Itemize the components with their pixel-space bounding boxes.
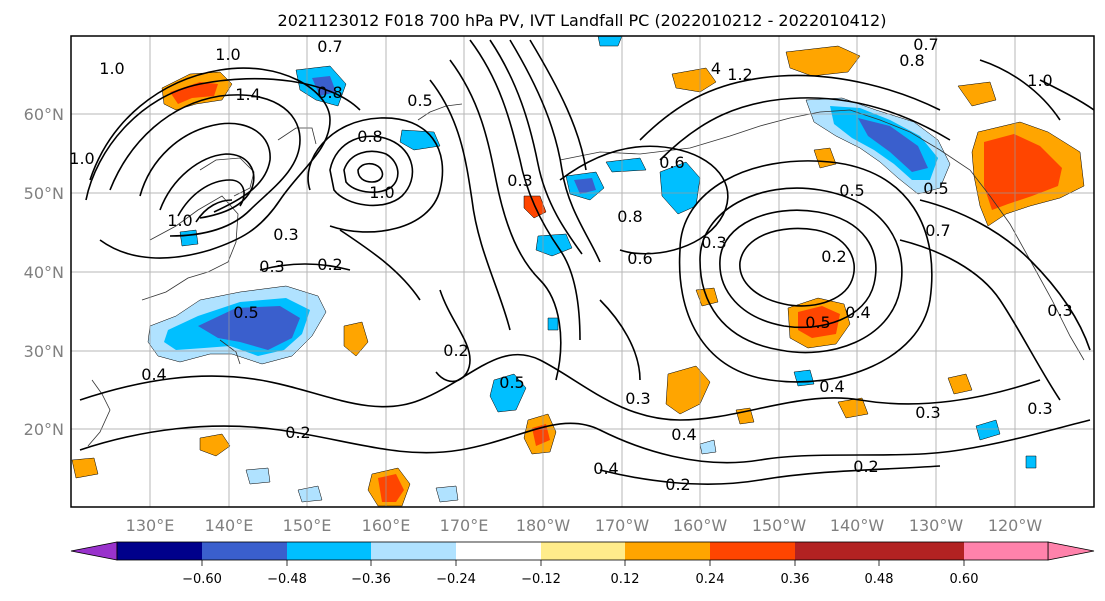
contour-label: 0.5 xyxy=(407,91,432,110)
lon-label: 160°E xyxy=(362,516,411,535)
colorbar-tick: −0.24 xyxy=(436,572,476,587)
colorbar-segment xyxy=(456,542,541,560)
contour-label: 0.3 xyxy=(259,257,284,276)
contour-label: 0.5 xyxy=(839,181,864,200)
contour-label: 0.7 xyxy=(925,221,950,240)
contour-label: 0.4 xyxy=(141,365,166,384)
contour-label: 0.7 xyxy=(913,35,938,54)
lon-label: 140°W xyxy=(830,516,885,535)
colorbar-arrow-right xyxy=(1047,541,1095,561)
colorbar-segment xyxy=(964,542,1048,560)
contour-label: 0.8 xyxy=(617,207,642,226)
contour-label: 0.8 xyxy=(899,51,924,70)
lat-label: 40°N xyxy=(24,263,64,282)
colorbar-segment xyxy=(710,542,795,560)
lat-labels: 60°N 50°N 40°N 30°N 20°N xyxy=(24,105,64,439)
colorbar-tick: 0.48 xyxy=(865,572,894,587)
contour-label: 0.3 xyxy=(273,225,298,244)
lon-label: 170°W xyxy=(595,516,650,535)
contour-label: 0.8 xyxy=(357,127,382,146)
lon-label: 130°W xyxy=(909,516,964,535)
contour-label: 1.0 xyxy=(99,59,124,78)
contour-label: 0.2 xyxy=(821,247,846,266)
contour-labels: 1.0 0.7 1.0 0.8 0.5 1.4 1.0 0.8 1.0 0.3 … xyxy=(69,35,1073,494)
lon-label: 120°W xyxy=(988,516,1043,535)
contour-label: 0.3 xyxy=(507,171,532,190)
lat-label: 50°N xyxy=(24,184,64,203)
lat-label: 20°N xyxy=(24,420,64,439)
contour-label: 0.2 xyxy=(285,423,310,442)
contour-label: 0.4 xyxy=(845,303,870,322)
contour-label: 0.6 xyxy=(627,249,652,268)
contour-label: 1.0 xyxy=(167,211,192,230)
contour-label: 0.3 xyxy=(701,233,726,252)
lon-labels: 130°E 140°E 150°E 160°E 170°E 180°W 170°… xyxy=(126,516,1043,535)
colorbar-tick: 0.24 xyxy=(696,572,725,587)
figure-title: 2021123012 F018 700 hPa PV, IVT Landfall… xyxy=(278,11,887,30)
contour-label: 0.2 xyxy=(317,255,342,274)
contour-label: 0.4 xyxy=(819,377,844,396)
colorbar-tick: −0.12 xyxy=(521,572,561,587)
contour-label: 1.2 xyxy=(727,65,752,84)
contour-label: 0.3 xyxy=(1027,399,1052,418)
contour-label: 0.6 xyxy=(659,153,684,172)
contour-label: 0.2 xyxy=(443,341,468,360)
colorbar-segment xyxy=(117,542,202,560)
lat-label: 30°N xyxy=(24,342,64,361)
colorbar-segment xyxy=(879,542,964,560)
contour-label: 0.5 xyxy=(923,179,948,198)
lon-label: 150°E xyxy=(283,516,332,535)
contour-label: 1.4 xyxy=(235,85,260,104)
lon-label: 140°E xyxy=(205,516,254,535)
contour-label: 0.5 xyxy=(233,303,258,322)
contour-label: 1.0 xyxy=(69,149,94,168)
lat-label: 60°N xyxy=(24,105,64,124)
colorbar-tick: −0.36 xyxy=(351,572,391,587)
colorbar-tick: −0.60 xyxy=(182,572,222,587)
contour-label: 0.4 xyxy=(671,425,696,444)
contour-label: 0.3 xyxy=(915,403,940,422)
contour-label: 0.5 xyxy=(805,313,830,332)
contour-label: 0.8 xyxy=(317,83,342,102)
colorbar-tick: −0.48 xyxy=(267,572,307,587)
shading-layer xyxy=(71,36,1085,507)
colorbar-segment xyxy=(625,542,710,560)
colorbar-tick: 0.60 xyxy=(950,572,979,587)
contour-label: 1.0 xyxy=(215,45,240,64)
contour-label: 0.4 xyxy=(593,459,618,478)
map-panel: 1.0 0.7 1.0 0.8 0.5 1.4 1.0 0.8 1.0 0.3 … xyxy=(69,35,1095,508)
lon-label: 160°W xyxy=(673,516,728,535)
contour-label: 0.7 xyxy=(317,37,342,56)
contour-label: 1.0 xyxy=(369,183,394,202)
colorbar-segment xyxy=(371,542,456,560)
colorbar: −0.60 −0.48 −0.36 −0.24 −0.12 0.12 0.24 … xyxy=(70,541,1095,587)
lon-label: 130°E xyxy=(126,516,175,535)
contour-label: 4 xyxy=(711,59,721,78)
contour-label: 0.5 xyxy=(499,373,524,392)
colorbar-tick: 0.36 xyxy=(781,572,810,587)
contour-label: 0.2 xyxy=(665,475,690,494)
contour-label: 0.3 xyxy=(1047,301,1072,320)
lon-label: 150°W xyxy=(752,516,807,535)
contour-label: 1.0 xyxy=(1027,71,1052,90)
pv-contours xyxy=(79,39,1094,485)
colorbar-tick: 0.12 xyxy=(611,572,640,587)
colorbar-segment xyxy=(795,542,879,560)
colorbar-arrow-left xyxy=(70,541,118,561)
colorbar-segment xyxy=(202,542,287,560)
colorbar-segment xyxy=(287,542,371,560)
gridlines xyxy=(71,36,1094,507)
lon-label: 170°E xyxy=(440,516,489,535)
lon-label: 180°W xyxy=(516,516,571,535)
contour-label: 0.3 xyxy=(625,389,650,408)
colorbar-segment xyxy=(541,542,625,560)
contour-label: 0.2 xyxy=(853,457,878,476)
